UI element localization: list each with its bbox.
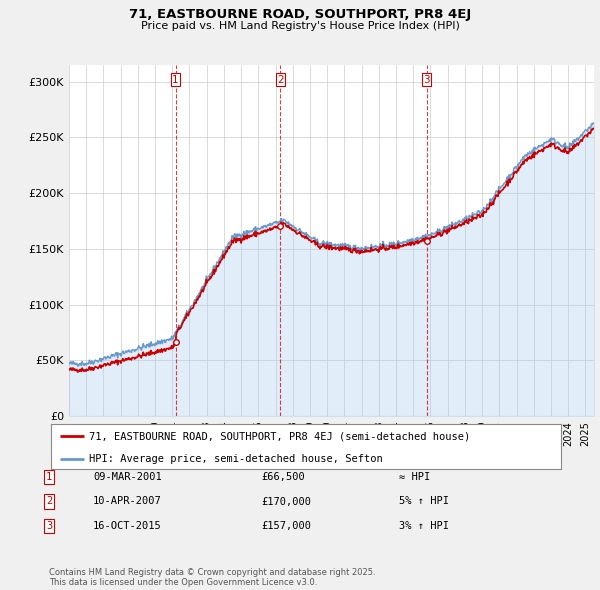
Text: £66,500: £66,500 [261, 472, 305, 481]
Text: 71, EASTBOURNE ROAD, SOUTHPORT, PR8 4EJ (semi-detached house): 71, EASTBOURNE ROAD, SOUTHPORT, PR8 4EJ … [89, 431, 470, 441]
Text: 2: 2 [277, 75, 284, 85]
Text: 3: 3 [46, 522, 52, 531]
Text: ≈ HPI: ≈ HPI [399, 472, 430, 481]
Text: 16-OCT-2015: 16-OCT-2015 [93, 522, 162, 531]
Text: Contains HM Land Registry data © Crown copyright and database right 2025.
This d: Contains HM Land Registry data © Crown c… [49, 568, 376, 587]
Text: 3: 3 [424, 75, 430, 85]
Text: 2: 2 [46, 497, 52, 506]
Text: 5% ↑ HPI: 5% ↑ HPI [399, 497, 449, 506]
Text: 09-MAR-2001: 09-MAR-2001 [93, 472, 162, 481]
Text: 71, EASTBOURNE ROAD, SOUTHPORT, PR8 4EJ: 71, EASTBOURNE ROAD, SOUTHPORT, PR8 4EJ [129, 8, 471, 21]
Text: 1: 1 [46, 472, 52, 481]
Text: £157,000: £157,000 [261, 522, 311, 531]
Text: £170,000: £170,000 [261, 497, 311, 506]
Text: HPI: Average price, semi-detached house, Sefton: HPI: Average price, semi-detached house,… [89, 454, 383, 464]
Text: 10-APR-2007: 10-APR-2007 [93, 497, 162, 506]
Text: 1: 1 [172, 75, 179, 85]
Text: 3% ↑ HPI: 3% ↑ HPI [399, 522, 449, 531]
Text: Price paid vs. HM Land Registry's House Price Index (HPI): Price paid vs. HM Land Registry's House … [140, 21, 460, 31]
